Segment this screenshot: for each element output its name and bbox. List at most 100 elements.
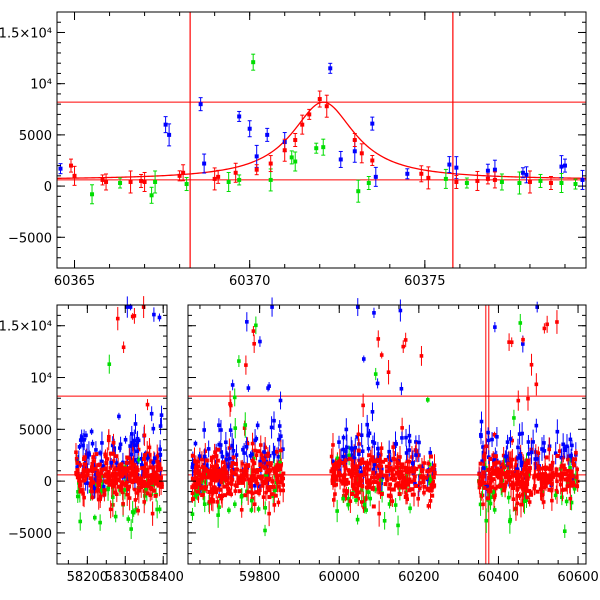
data-point	[516, 456, 520, 460]
data-point	[111, 451, 116, 456]
data-point	[333, 492, 337, 496]
data-point	[148, 485, 153, 490]
data-point	[240, 479, 245, 484]
data-point	[482, 466, 486, 470]
data-point	[201, 485, 206, 490]
data-point	[96, 497, 101, 502]
data-point	[426, 461, 430, 466]
data-point	[216, 468, 221, 473]
data-point	[560, 471, 565, 476]
data-point	[110, 480, 115, 485]
data-point	[195, 480, 200, 485]
data-point	[250, 478, 255, 483]
data-point	[276, 467, 281, 472]
data-point	[193, 495, 197, 499]
data-point	[307, 112, 312, 117]
data-point	[264, 480, 269, 485]
data-point	[570, 443, 574, 448]
data-point	[81, 443, 85, 448]
data-point	[355, 464, 360, 469]
data-point	[275, 450, 279, 454]
data-point	[234, 453, 239, 457]
data-point	[373, 487, 377, 492]
data-point	[544, 455, 549, 460]
data-point	[219, 496, 224, 501]
data-point	[88, 481, 93, 486]
data-point	[477, 479, 482, 484]
data-point	[565, 478, 570, 483]
data-point	[237, 359, 241, 363]
data-point	[405, 171, 410, 176]
data-point	[110, 443, 115, 448]
y-tick-label: 0	[44, 475, 52, 490]
data-point	[272, 418, 276, 423]
data-point	[483, 465, 488, 470]
data-point	[343, 458, 348, 463]
data-point	[386, 370, 391, 375]
data-point	[478, 461, 483, 466]
data-point	[367, 478, 372, 483]
data-point	[347, 453, 351, 458]
data-point	[211, 478, 216, 483]
data-point	[275, 476, 280, 481]
data-point	[527, 500, 532, 504]
data-point	[350, 447, 354, 452]
data-point	[570, 459, 575, 463]
data-point	[535, 305, 539, 309]
data-point	[132, 468, 137, 473]
data-point	[525, 482, 530, 487]
data-point	[151, 426, 156, 431]
data-point	[194, 461, 198, 466]
x-tick-label: 59800	[239, 570, 280, 585]
data-point	[496, 475, 501, 480]
data-point	[414, 484, 419, 489]
data-point	[190, 512, 195, 516]
data-point	[136, 508, 140, 513]
data-point	[90, 495, 95, 500]
data-point	[197, 478, 202, 483]
data-point	[116, 484, 121, 489]
data-point	[356, 189, 361, 194]
data-point	[430, 466, 435, 471]
data-point	[366, 446, 371, 451]
data-point	[265, 132, 270, 137]
data-point	[128, 444, 132, 448]
data-point	[569, 470, 574, 475]
data-point	[266, 386, 270, 390]
data-point	[117, 467, 122, 472]
data-point	[209, 458, 214, 463]
data-point	[364, 508, 368, 512]
data-point	[331, 469, 336, 474]
data-point	[517, 494, 522, 498]
data-point	[224, 440, 228, 445]
top-light-curve-panel: 60365 60370 60375 −5000 0 5000 10⁴ 1.5×10⁴	[0, 11, 587, 289]
data-point	[155, 507, 159, 512]
data-point	[75, 460, 80, 465]
data-point	[269, 492, 274, 497]
data-point	[341, 496, 345, 501]
y-tick-label: −5000	[8, 527, 52, 542]
data-point	[145, 491, 150, 496]
data-point	[334, 482, 339, 487]
data-point	[78, 438, 83, 442]
data-point	[496, 470, 500, 475]
data-point	[486, 438, 491, 443]
data-point	[366, 461, 371, 466]
data-point	[431, 479, 435, 484]
data-point	[356, 490, 361, 495]
data-point	[132, 443, 137, 448]
data-point	[561, 455, 566, 460]
data-point	[279, 434, 283, 438]
data-point	[263, 445, 267, 450]
data-point	[218, 471, 223, 476]
data-point	[122, 471, 127, 476]
data-point	[505, 469, 510, 474]
data-point	[124, 483, 129, 488]
data-point	[546, 466, 551, 471]
data-point	[92, 464, 97, 469]
data-point	[541, 500, 546, 504]
data-point	[386, 493, 391, 498]
data-point	[207, 489, 212, 494]
data-point	[413, 481, 417, 486]
data-point	[371, 480, 376, 485]
